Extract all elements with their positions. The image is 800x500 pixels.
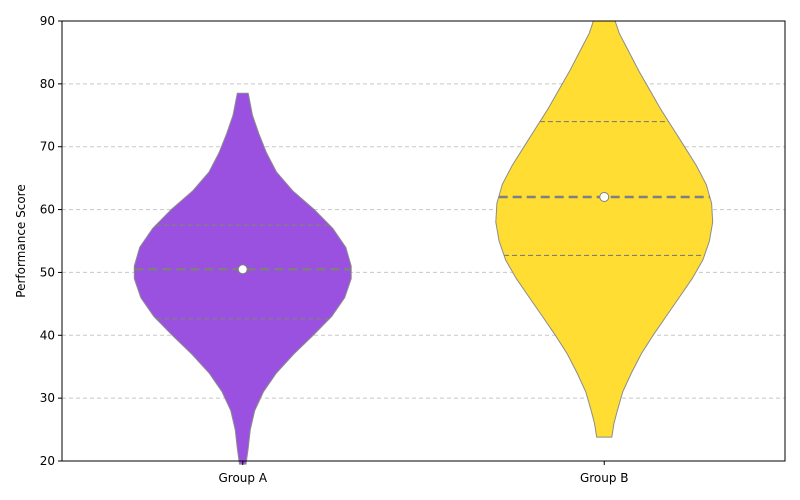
x-tick-label: Group A [218, 471, 267, 485]
y-tick-label: 30 [40, 391, 55, 405]
violin-group-a [133, 92, 352, 465]
y-axis: 20 30 40 50 60 70 80 90 [40, 14, 62, 468]
x-axis: Group A Group B [218, 461, 629, 485]
y-tick-label: 80 [40, 77, 55, 91]
x-tick-label: Group B [580, 471, 629, 485]
y-tick-label: 70 [40, 140, 55, 154]
y-tick-label: 20 [40, 454, 55, 468]
plot-frame [61, 20, 786, 462]
y-tick-label: 90 [40, 14, 55, 28]
violins [133, 20, 714, 465]
y-tick-label: 40 [40, 328, 55, 342]
y-axis-title: Performance Score [14, 184, 28, 297]
mean-marker [599, 192, 610, 202]
y-tick-label: 50 [40, 265, 55, 279]
violin-group-b [495, 20, 714, 438]
mean-marker [237, 264, 248, 275]
violin-body [133, 92, 352, 465]
y-tick-label: 60 [40, 203, 55, 217]
